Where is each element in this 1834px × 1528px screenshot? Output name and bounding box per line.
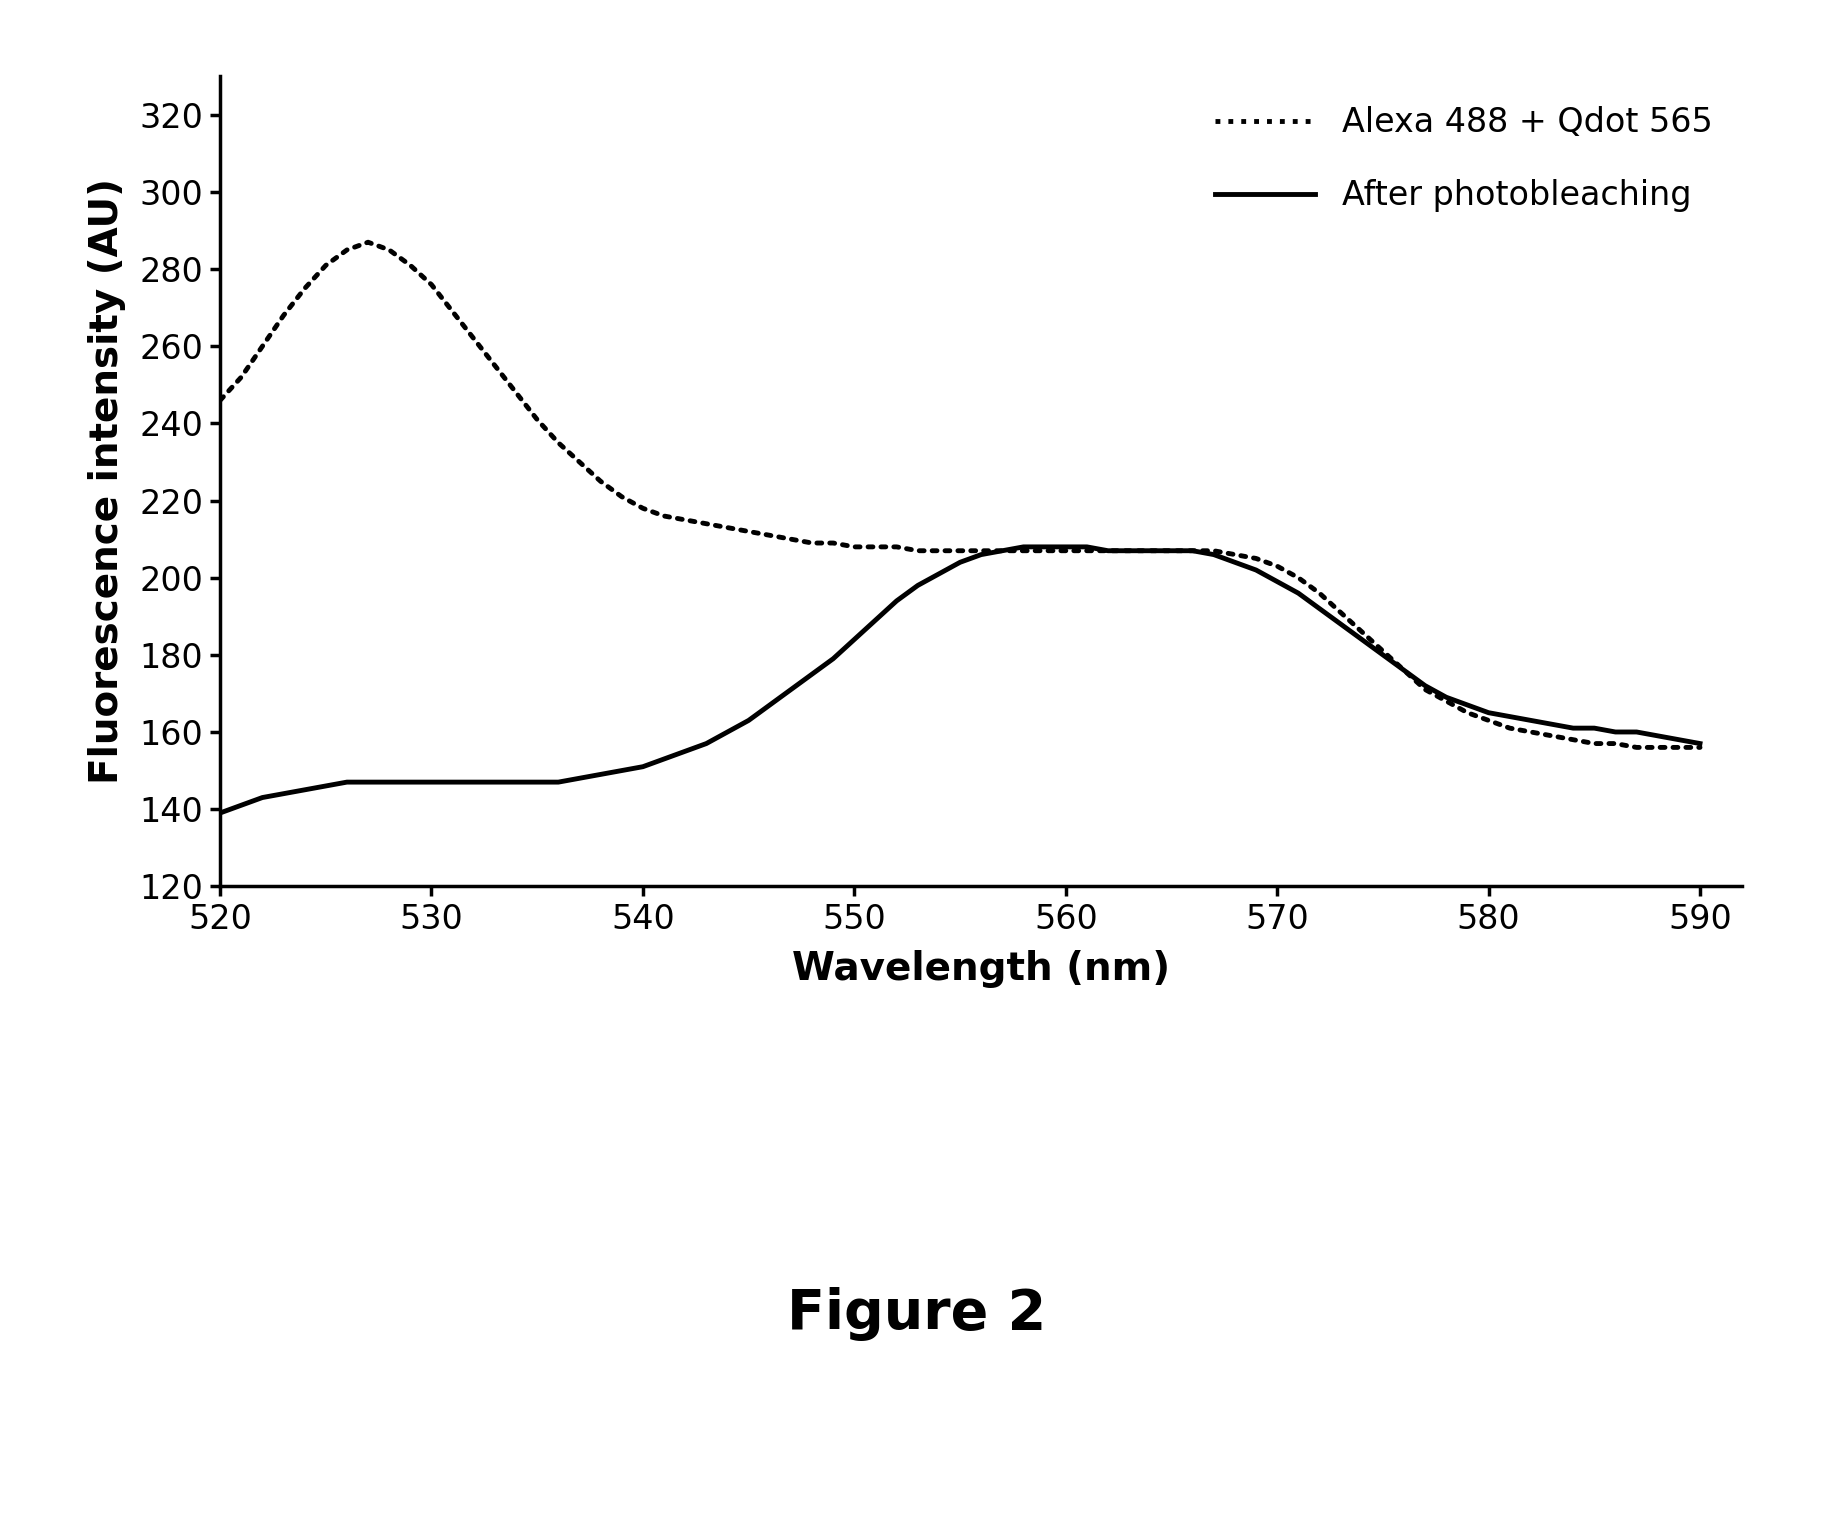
Y-axis label: Fluorescence intensity (AU): Fluorescence intensity (AU) [88, 179, 125, 784]
Legend: Alexa 488 + Qdot 565, After photobleaching: Alexa 488 + Qdot 565, After photobleachi… [1201, 93, 1726, 226]
X-axis label: Wavelength (nm): Wavelength (nm) [792, 950, 1170, 987]
Text: Figure 2: Figure 2 [787, 1287, 1047, 1342]
